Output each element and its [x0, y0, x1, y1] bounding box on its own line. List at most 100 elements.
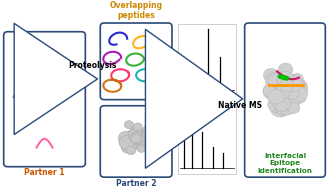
- Circle shape: [270, 100, 290, 117]
- Circle shape: [292, 91, 306, 104]
- Circle shape: [267, 89, 284, 104]
- Circle shape: [128, 133, 142, 146]
- Circle shape: [283, 86, 295, 97]
- Circle shape: [274, 97, 291, 112]
- Circle shape: [287, 93, 299, 103]
- Circle shape: [133, 136, 142, 145]
- Circle shape: [277, 80, 295, 96]
- Circle shape: [269, 73, 288, 90]
- Circle shape: [129, 138, 140, 148]
- Circle shape: [284, 96, 299, 109]
- Circle shape: [277, 93, 288, 102]
- Circle shape: [275, 80, 294, 97]
- Text: Partner 2: Partner 2: [116, 179, 156, 188]
- Circle shape: [263, 84, 278, 97]
- Circle shape: [275, 88, 292, 103]
- Circle shape: [133, 136, 145, 146]
- Bar: [178, 102, 236, 174]
- Circle shape: [143, 126, 152, 134]
- Circle shape: [288, 103, 300, 113]
- Circle shape: [270, 96, 281, 105]
- Circle shape: [272, 92, 290, 108]
- Circle shape: [290, 81, 308, 96]
- Circle shape: [277, 71, 294, 86]
- Circle shape: [283, 75, 302, 92]
- Circle shape: [129, 137, 144, 149]
- Circle shape: [278, 80, 291, 91]
- Circle shape: [280, 79, 295, 92]
- Bar: [178, 24, 236, 95]
- FancyBboxPatch shape: [100, 23, 172, 100]
- Circle shape: [133, 131, 146, 142]
- Circle shape: [290, 86, 308, 102]
- Circle shape: [136, 138, 145, 146]
- Circle shape: [131, 135, 141, 144]
- Circle shape: [264, 68, 279, 82]
- Text: Proteolysis: Proteolysis: [69, 61, 117, 70]
- Circle shape: [133, 123, 142, 131]
- Circle shape: [270, 82, 291, 99]
- Circle shape: [143, 137, 155, 148]
- Text: Interfacial
Epitope
Identification: Interfacial Epitope Identification: [258, 153, 313, 174]
- Circle shape: [130, 127, 142, 138]
- Circle shape: [127, 132, 141, 144]
- Circle shape: [122, 138, 138, 151]
- Circle shape: [280, 80, 294, 92]
- FancyBboxPatch shape: [100, 106, 172, 177]
- Circle shape: [278, 63, 293, 76]
- Circle shape: [274, 82, 285, 91]
- Circle shape: [276, 105, 287, 115]
- FancyBboxPatch shape: [4, 32, 85, 167]
- Circle shape: [285, 88, 298, 99]
- Circle shape: [276, 101, 288, 112]
- Circle shape: [265, 84, 283, 100]
- Circle shape: [133, 133, 146, 145]
- Circle shape: [289, 91, 299, 100]
- Circle shape: [281, 86, 293, 97]
- Circle shape: [275, 80, 295, 97]
- Circle shape: [276, 99, 288, 110]
- Circle shape: [130, 134, 143, 146]
- Circle shape: [129, 129, 144, 143]
- Circle shape: [291, 73, 303, 84]
- Circle shape: [275, 101, 291, 115]
- Circle shape: [279, 87, 295, 101]
- Circle shape: [273, 78, 292, 94]
- Circle shape: [263, 84, 281, 99]
- Circle shape: [129, 133, 143, 145]
- Circle shape: [142, 129, 153, 138]
- Circle shape: [118, 131, 134, 145]
- Circle shape: [279, 102, 295, 115]
- Circle shape: [276, 82, 293, 98]
- Circle shape: [133, 132, 149, 145]
- Circle shape: [132, 133, 142, 141]
- Circle shape: [277, 80, 293, 94]
- Circle shape: [270, 84, 288, 100]
- Circle shape: [130, 134, 143, 146]
- Circle shape: [276, 74, 296, 91]
- Circle shape: [278, 86, 297, 104]
- Circle shape: [279, 89, 290, 98]
- Circle shape: [275, 86, 291, 101]
- Circle shape: [282, 74, 297, 87]
- Circle shape: [124, 121, 134, 129]
- Circle shape: [284, 83, 294, 91]
- Circle shape: [131, 134, 141, 143]
- Circle shape: [286, 79, 297, 89]
- Circle shape: [128, 128, 143, 141]
- Text: Partner 1: Partner 1: [24, 168, 65, 177]
- Circle shape: [271, 84, 289, 100]
- Circle shape: [268, 74, 284, 88]
- Circle shape: [137, 145, 146, 152]
- Circle shape: [131, 131, 142, 141]
- Circle shape: [265, 73, 285, 90]
- Text: Native MS: Native MS: [218, 101, 262, 109]
- Circle shape: [273, 81, 288, 95]
- Circle shape: [276, 108, 287, 117]
- Circle shape: [128, 129, 141, 140]
- Circle shape: [268, 97, 286, 112]
- Circle shape: [129, 127, 145, 140]
- Circle shape: [131, 133, 143, 144]
- Circle shape: [285, 78, 297, 88]
- Circle shape: [122, 132, 137, 146]
